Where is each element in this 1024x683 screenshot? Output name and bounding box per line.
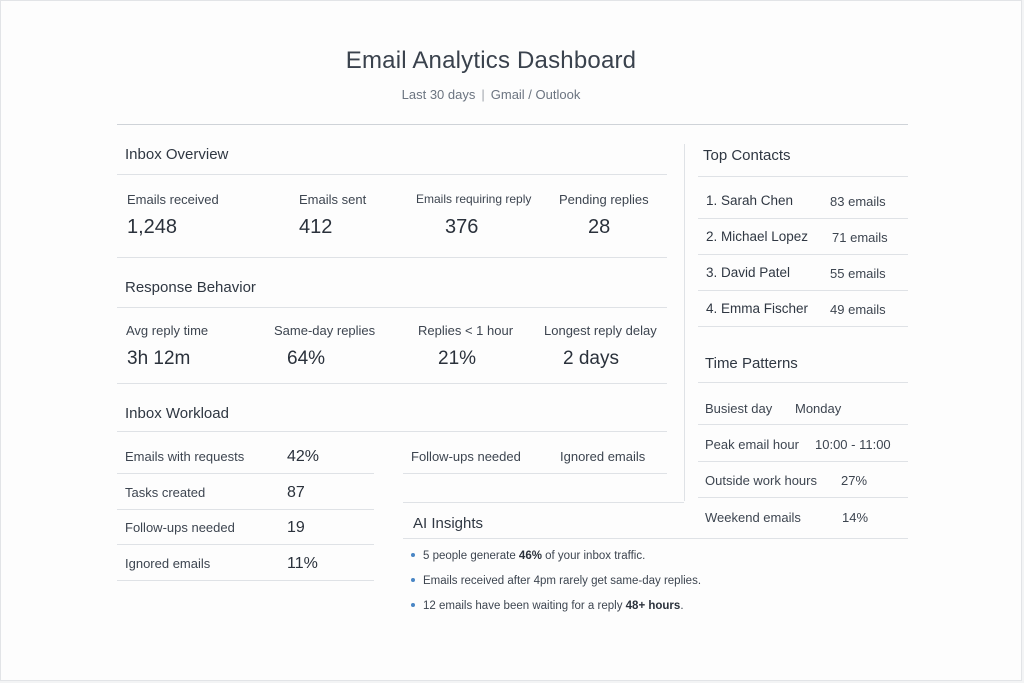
divider: [403, 473, 667, 474]
top-contacts-title: Top Contacts: [703, 147, 791, 164]
workload-value-tasks: 87: [287, 484, 305, 501]
header-divider: [117, 124, 908, 125]
bullet-icon: [411, 552, 415, 557]
workload-label-follow-ups: Follow-ups needed: [125, 520, 235, 535]
metric-label-requiring-reply: Emails requiring reply: [416, 192, 532, 206]
contact-name: 3. David Patel: [706, 265, 791, 280]
metric-label-pending-replies: Pending replies: [559, 192, 649, 207]
time-label-peak-hour: Peak email hour: [705, 437, 799, 452]
contact-count: 83 emails: [830, 194, 886, 209]
metric-value-pending-replies: 28: [588, 216, 611, 238]
contact-count: 49 emails: [830, 302, 886, 317]
insight-item: 5 people generate 46% of your inbox traf…: [411, 550, 645, 562]
divider: [117, 257, 667, 258]
time-patterns-title: Time Patterns: [705, 355, 798, 372]
bullet-icon: [411, 577, 415, 582]
page-subtitle: Last 30 days | Gmail / Outlook: [1, 87, 981, 102]
workload-value-follow-ups: 19: [287, 519, 305, 536]
contact-name: 2. Michael Lopez: [706, 229, 809, 244]
contact-name: 1. Sarah Chen: [706, 193, 794, 208]
workload-label-ignored: Ignored emails: [125, 556, 211, 571]
contact-count: 71 emails: [832, 230, 888, 245]
time-value-outside-hours: 27%: [841, 473, 868, 488]
divider: [117, 544, 374, 545]
page-title: Email Analytics Dashboard: [345, 47, 637, 74]
workload-header-follow-ups: Follow-ups needed: [411, 449, 521, 464]
divider: [117, 307, 667, 308]
insight-item: Emails received after 4pm rarely get sam…: [411, 575, 701, 587]
time-value-peak-hour: 10:00 - 11:00: [815, 437, 891, 452]
metric-value-avg-reply-time: 3h 12m: [127, 348, 191, 369]
divider: [698, 176, 908, 177]
inbox-workload-title: Inbox Workload: [125, 405, 229, 422]
bullet-icon: [411, 602, 415, 607]
metric-value-requiring-reply: 376: [445, 216, 479, 238]
metric-value-same-day-replies: 64%: [287, 348, 326, 369]
time-value-weekend: 14%: [842, 510, 869, 525]
divider: [117, 580, 374, 581]
response-behavior-title: Response Behavior: [125, 279, 256, 296]
inbox-overview-title: Inbox Overview: [125, 146, 229, 163]
metric-label-emails-received: Emails received: [127, 192, 219, 207]
sources-label: Gmail / Outlook: [490, 87, 581, 102]
divider: [698, 326, 908, 327]
ai-insights-title: AI Insights: [413, 515, 484, 532]
divider: [117, 509, 374, 510]
divider: [117, 473, 374, 474]
metric-label-same-day-replies: Same-day replies: [274, 323, 376, 338]
metric-label-longest-delay: Longest reply delay: [544, 323, 657, 338]
divider: [698, 218, 908, 219]
time-label-outside-hours: Outside work hours: [705, 473, 817, 488]
workload-label-tasks: Tasks created: [125, 485, 206, 500]
metric-label-emails-sent: Emails sent: [299, 192, 367, 207]
divider: [698, 382, 908, 383]
divider: [117, 174, 667, 175]
divider: [698, 290, 908, 291]
metric-label-replies-under-hour: Replies < 1 hour: [418, 323, 514, 338]
divider: [698, 254, 908, 255]
column-divider: [684, 144, 685, 501]
divider: [117, 383, 667, 384]
divider: [117, 431, 667, 432]
divider: [698, 424, 908, 425]
divider: [403, 538, 908, 539]
workload-label-requests: Emails with requests: [125, 449, 245, 464]
metric-value-emails-received: 1,248: [127, 216, 178, 238]
workload-header-ignored: Ignored emails: [560, 449, 646, 464]
time-label-weekend: Weekend emails: [705, 510, 801, 525]
metric-value-replies-under-hour: 21%: [438, 348, 477, 369]
metric-label-avg-reply-time: Avg reply time: [126, 323, 209, 338]
divider: [403, 502, 684, 503]
time-value-busiest-day: Monday: [795, 401, 842, 416]
divider: [698, 497, 908, 498]
insight-item: 12 emails have been waiting for a reply …: [411, 600, 684, 612]
metric-value-longest-delay: 2 days: [563, 348, 619, 369]
divider: [698, 461, 908, 462]
contact-name: 4. Emma Fischer: [706, 301, 809, 316]
contact-count: 55 emails: [830, 266, 886, 281]
time-label-busiest-day: Busiest day: [705, 401, 773, 416]
subtitle-separator: |: [481, 87, 485, 102]
metric-value-emails-sent: 412: [299, 216, 333, 238]
period-label: Last 30 days: [401, 87, 476, 102]
workload-value-ignored: 11%: [287, 555, 318, 572]
workload-value-requests: 42%: [287, 448, 320, 465]
